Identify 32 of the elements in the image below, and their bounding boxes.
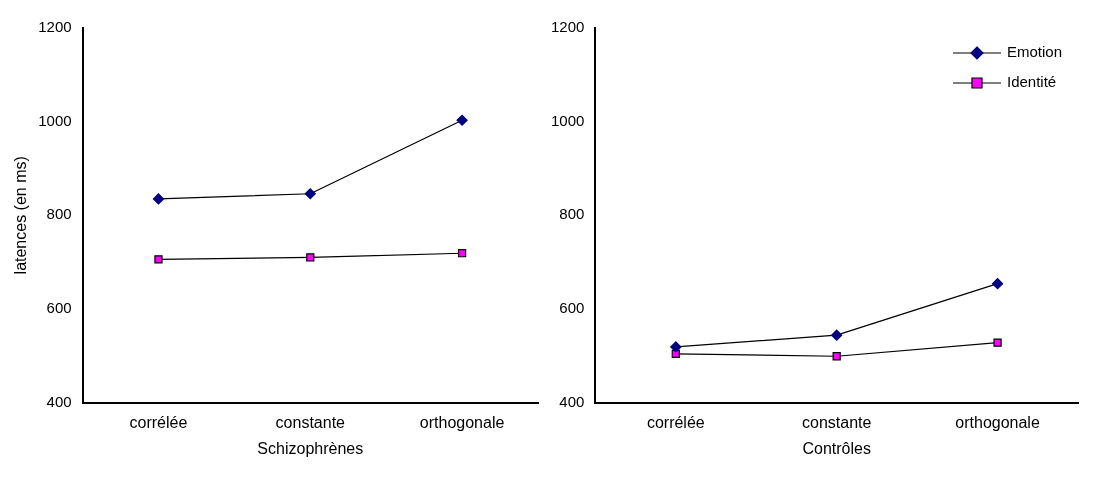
point [670, 341, 682, 353]
y-tick-label: 800 [46, 205, 72, 223]
x-tick-label: orthogonale [419, 413, 505, 431]
point [152, 193, 165, 205]
y-tick-label: 400 [46, 392, 72, 410]
point [306, 253, 315, 262]
point [154, 255, 163, 264]
x-axis-title: Contrôles [802, 439, 871, 457]
x-tick-label: corrélée [646, 413, 705, 431]
y-tick-label: 600 [46, 299, 72, 317]
point [456, 114, 468, 126]
x-tick-label: constante [275, 413, 346, 431]
y-tick-label: 800 [559, 205, 585, 223]
y-tick-label: 1200 [38, 18, 72, 36]
legend-label: Identité [1006, 73, 1057, 91]
point [831, 329, 843, 341]
x-tick-label: constante [801, 413, 872, 431]
x-tick-label: corrélée [129, 413, 188, 431]
point [832, 352, 841, 361]
point [991, 278, 1004, 290]
point [304, 188, 316, 200]
point [457, 249, 467, 258]
legend-label: Emotion [1006, 43, 1062, 61]
y-tick-label: 600 [559, 299, 585, 317]
y-axis-title: latences (en ms) [12, 156, 30, 275]
point [993, 338, 1002, 347]
y-tick-label: 400 [559, 392, 585, 410]
y-tick-label: 1000 [550, 111, 585, 129]
y-tick-label: 1000 [38, 111, 72, 129]
x-axis-title: Schizophrènes [257, 439, 364, 457]
x-tick-label: orthogonale [955, 413, 1040, 431]
y-tick-label: 1200 [550, 18, 585, 36]
